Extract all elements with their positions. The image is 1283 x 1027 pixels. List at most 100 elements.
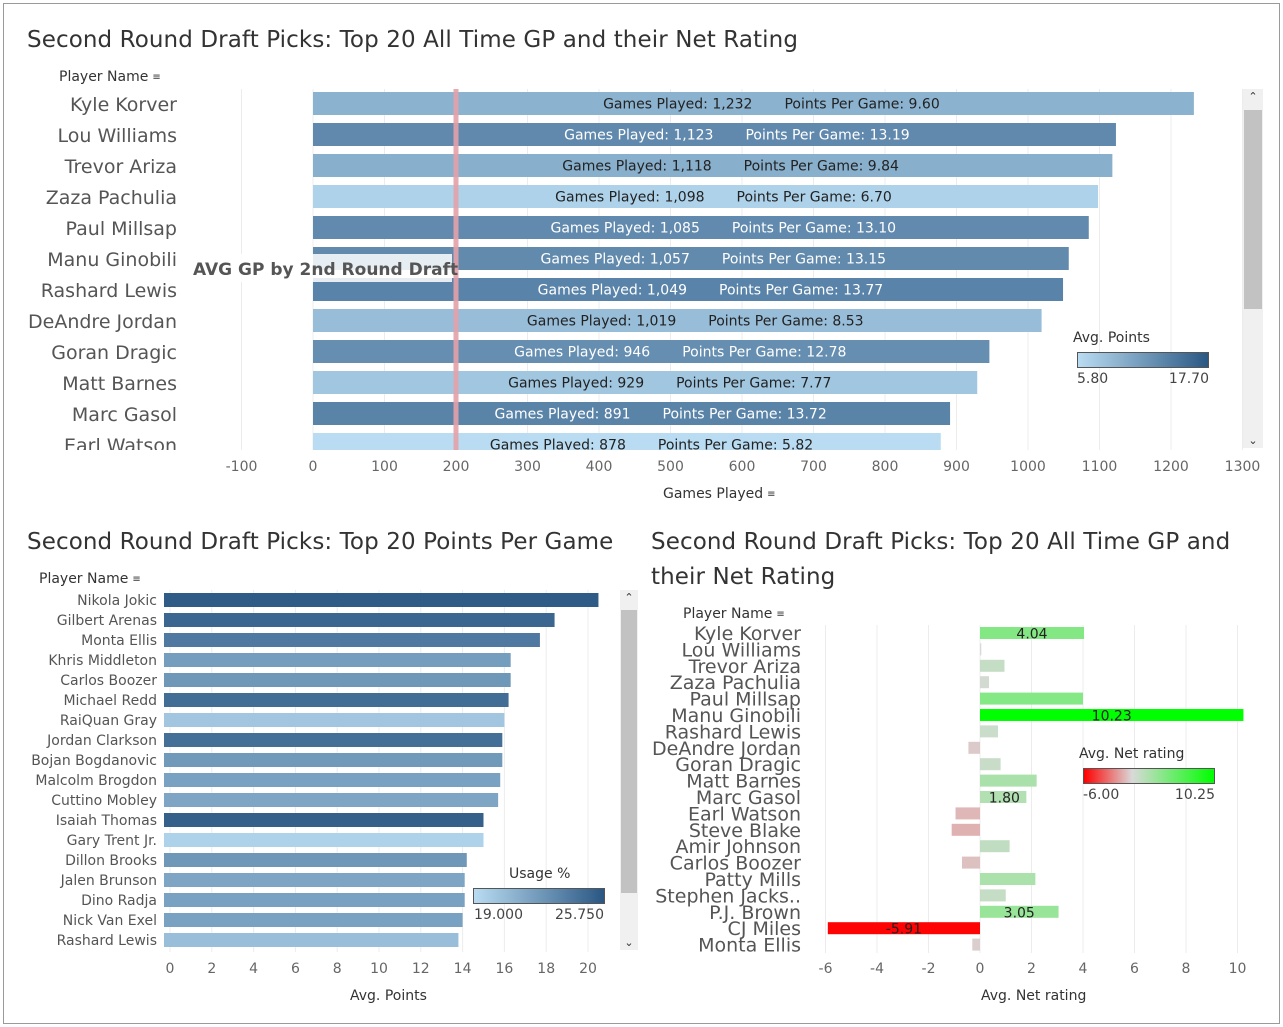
top-chart-title: Second Round Draft Picks: Top 20 All Tim…: [27, 27, 799, 53]
sort-icon[interactable]: ≡: [767, 489, 776, 500]
bl-bar: [164, 653, 511, 667]
bl-legend-min: 19.000: [474, 907, 523, 923]
top-bar-ppg-label: Points Per Game: 9.60: [784, 97, 939, 113]
sort-icon[interactable]: ≡: [776, 609, 785, 620]
top-x-tick-label: -100: [226, 459, 258, 475]
top-row-header[interactable]: Player Name ≡: [59, 69, 161, 85]
top-bar-ppg-label: Points Per Game: 13.72: [663, 407, 827, 423]
bl-row-label: Jalen Brunson: [60, 873, 157, 889]
bl-x-tick-label: 8: [333, 961, 342, 977]
bl-bar: [164, 873, 465, 887]
br-bar: [980, 709, 1244, 721]
bl-x-tick-label: 6: [291, 961, 300, 977]
scroll-up-icon[interactable]: ⌃: [1248, 90, 1258, 103]
br-x-tick-label: 2: [1027, 961, 1036, 977]
top-row-label: Earl Watson: [64, 435, 177, 457]
bl-bar: [164, 633, 540, 647]
top-scrollbar[interactable]: ⌃ ⌄: [1243, 89, 1263, 448]
br-legend-gradient: [1083, 768, 1215, 784]
br-bar: [980, 905, 1059, 918]
br-bar: [980, 676, 990, 689]
br-row-label: Carlos Boozer: [670, 853, 802, 875]
top-legend-min: 5.80: [1077, 371, 1109, 387]
top-x-tick-label: 1100: [1082, 459, 1118, 475]
top-bar-ppg-label: Points Per Game: 5.82: [658, 438, 813, 454]
br-bar-data-label: 4.04: [1016, 627, 1047, 643]
dashboard-frame: [3, 3, 1280, 1024]
bl-color-legend: Usage % 19.000 25.750: [470, 866, 608, 923]
bl-bar: [164, 813, 484, 827]
bl-x-tick-label: 4: [249, 961, 258, 977]
br-row-label: Amir Johnson: [675, 836, 801, 858]
top-x-tick-label: 1000: [1010, 459, 1046, 475]
br-row-header[interactable]: Player Name ≡: [683, 606, 785, 622]
bl-scrollbar[interactable]: ⌃ ⌄: [620, 590, 638, 950]
bl-bar: [164, 693, 509, 707]
br-chart-title-line2: their Net Rating: [651, 564, 836, 590]
br-row-header-label: Player Name: [683, 606, 773, 622]
scroll-down-icon[interactable]: ⌄: [1248, 434, 1258, 447]
br-bar-data-label: 3.05: [1004, 905, 1035, 921]
top-bar-chart: -100 0 100 200 300 400 500 600 700 800 900 1000 1100…: [28, 89, 1261, 475]
bl-row-label: Monta Ellis: [81, 633, 157, 649]
bl-bar: [164, 753, 503, 767]
top-bar-ppg-label: Points Per Game: 13.15: [722, 252, 886, 268]
br-bar: [980, 692, 1083, 705]
top-row-label: Paul Millsap: [66, 218, 177, 240]
bl-x-tick-label: 18: [537, 961, 555, 977]
br-color-legend: Avg. Net rating -6.00 10.25: [1079, 746, 1219, 803]
bl-row-label: Gary Trent Jr.: [67, 833, 157, 849]
br-row-label: Marc Gasol: [696, 787, 801, 809]
top-x-tick-label: 0: [309, 459, 318, 475]
bl-bar: [164, 613, 555, 627]
bl-row-label: Dino Radja: [81, 893, 157, 909]
br-row-label: Rashard Lewis: [665, 721, 801, 743]
br-row-label: P.J. Brown: [709, 902, 801, 924]
bl-x-tick-label: 20: [579, 961, 597, 977]
bl-row-header-label: Player Name: [39, 571, 129, 587]
br-bar: [980, 758, 1001, 771]
scroll-up-icon[interactable]: ⌃: [624, 591, 634, 604]
top-bar-gp-label: Games Played: 946: [514, 345, 650, 361]
bl-bar: [164, 733, 503, 747]
bl-x-tick-label: 14: [454, 961, 472, 977]
br-row-label: Paul Millsap: [690, 689, 801, 711]
br-axis-title: Avg. Net rating: [981, 988, 1087, 1004]
bl-row-label: Bojan Bogdanovic: [31, 753, 157, 769]
br-x-tick-label: 8: [1182, 961, 1191, 977]
sort-icon[interactable]: ≡: [132, 574, 141, 585]
bl-bar: [164, 933, 459, 947]
br-row-label: Trevor Ariza: [688, 656, 801, 678]
bl-x-tick-label: 2: [207, 961, 216, 977]
br-x-tick-label: 4: [1079, 961, 1088, 977]
top-scroll-thumb[interactable]: [1244, 110, 1262, 309]
top-bar: [313, 402, 951, 425]
top-row-header-label: Player Name: [59, 69, 149, 85]
top-bars-group: Games Played: 1,232 Points Per Game: 9.60…: [28, 92, 1194, 457]
bl-row-header[interactable]: Player Name ≡: [39, 571, 141, 587]
top-x-tick-label: 800: [872, 459, 899, 475]
sort-icon[interactable]: ≡: [152, 72, 161, 83]
top-axis-title[interactable]: Games Played ≡: [663, 486, 776, 502]
top-x-tick-label: 400: [586, 459, 613, 475]
top-legend-max: 17.70: [1168, 371, 1209, 387]
top-bar: [313, 185, 1099, 208]
bl-x-tick-label: 0: [166, 961, 175, 977]
br-bar: [980, 791, 1027, 803]
top-bar-gp-label: Games Played: 1,098: [555, 190, 704, 206]
scroll-down-icon[interactable]: ⌄: [624, 936, 634, 949]
top-x-tick-label: 1300: [1225, 459, 1261, 475]
top-axis-title-label: Games Played: [663, 486, 764, 502]
top-bar-gp-label: Games Played: 1,057: [541, 252, 690, 268]
br-row-label: Patty Mills: [704, 869, 801, 891]
br-row-label: Manu Ginobili: [671, 705, 801, 727]
top-bar-gp-label: Games Played: 929: [508, 376, 644, 392]
br-bar-data-label: -5.91: [886, 922, 922, 938]
top-row-label: Goran Dragic: [51, 342, 177, 364]
bl-scroll-thumb[interactable]: [621, 610, 637, 893]
top-legend-title: Avg. Points: [1073, 330, 1150, 346]
bl-row-label: Gilbert Arenas: [57, 613, 157, 629]
br-bar: [980, 774, 1037, 787]
top-bar: [313, 92, 1194, 115]
top-reference-label-bg: [188, 254, 452, 282]
